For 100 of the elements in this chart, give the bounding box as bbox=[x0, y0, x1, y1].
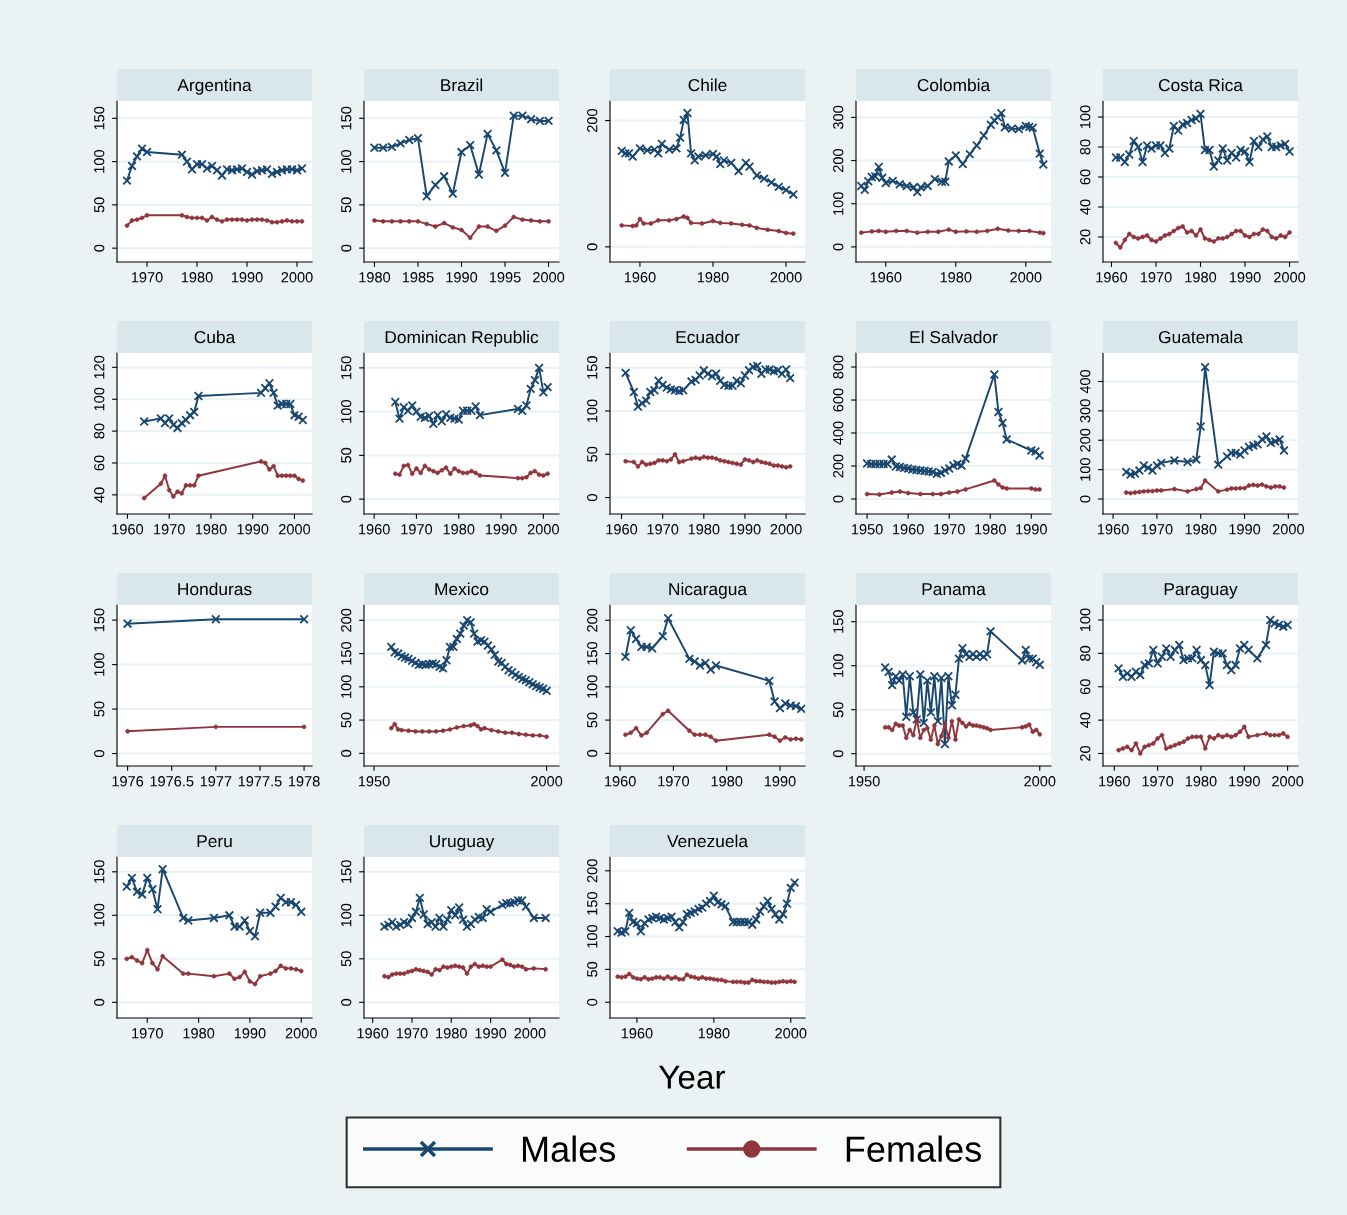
point bbox=[224, 910, 235, 921]
x-tick-label: 1960 bbox=[605, 776, 636, 787]
point bbox=[181, 415, 191, 425]
point bbox=[476, 635, 486, 645]
x-tick-label: 1970 bbox=[154, 524, 185, 535]
point bbox=[530, 375, 540, 385]
point bbox=[1001, 434, 1012, 445]
point bbox=[1244, 157, 1255, 167]
point bbox=[682, 108, 693, 118]
point bbox=[951, 150, 961, 161]
y-tick-label: 100 bbox=[341, 149, 352, 173]
point bbox=[407, 913, 417, 923]
point bbox=[789, 877, 800, 888]
point bbox=[628, 917, 638, 927]
point bbox=[296, 907, 306, 917]
point bbox=[926, 707, 936, 718]
x-tick-label: 1990 bbox=[234, 1028, 266, 1039]
point bbox=[874, 162, 884, 172]
x-tick-label: 2000 bbox=[533, 272, 565, 283]
point bbox=[764, 676, 775, 686]
x-tick-label: 1970 bbox=[132, 1028, 163, 1039]
point bbox=[716, 899, 727, 910]
point bbox=[782, 898, 792, 909]
point bbox=[1125, 469, 1136, 480]
point bbox=[1261, 431, 1272, 442]
x-tick-label: 1990 bbox=[1016, 524, 1047, 535]
x-tick-label: 1960 bbox=[621, 1028, 653, 1039]
x-tick-label: 2000 bbox=[1010, 272, 1042, 283]
point bbox=[507, 667, 517, 677]
y-tick-label: 200 bbox=[587, 108, 598, 132]
x-tick-label: 1980 bbox=[711, 776, 743, 787]
point bbox=[636, 926, 646, 936]
x-tick-label: 1960 bbox=[870, 272, 902, 283]
point bbox=[748, 362, 758, 372]
point bbox=[1191, 645, 1202, 655]
point bbox=[493, 656, 503, 667]
chart-title: Guatemala bbox=[1158, 330, 1243, 344]
y-tick-label: 100 bbox=[1080, 458, 1091, 481]
chart-title: Peru bbox=[197, 835, 232, 848]
point bbox=[744, 365, 754, 376]
y-tick-label: 150 bbox=[94, 860, 105, 883]
point bbox=[1026, 445, 1037, 456]
point bbox=[465, 140, 475, 150]
x-tick-label: 1990 bbox=[729, 524, 761, 535]
y-tick-label: 150 bbox=[833, 610, 844, 633]
y-tick-label: 150 bbox=[341, 106, 352, 130]
point bbox=[458, 914, 468, 925]
x-tick-label: 1970 bbox=[647, 524, 679, 535]
point bbox=[426, 917, 437, 927]
point bbox=[697, 902, 708, 913]
point bbox=[985, 626, 996, 637]
y-tick-label: 300 bbox=[1080, 399, 1091, 423]
x-tick-label: 2000 bbox=[770, 524, 802, 535]
point bbox=[540, 913, 551, 923]
x-tick-label: 2000 bbox=[281, 272, 313, 283]
point bbox=[456, 147, 467, 157]
y-tick-label: 0 bbox=[341, 749, 352, 757]
point bbox=[483, 640, 493, 651]
y-tick-label: 120 bbox=[94, 355, 105, 379]
point bbox=[152, 904, 163, 914]
point bbox=[1147, 465, 1158, 476]
y-tick-label: 150 bbox=[94, 608, 105, 632]
x-tick-label: 1990 bbox=[475, 1028, 507, 1039]
point bbox=[1195, 421, 1206, 432]
point bbox=[629, 387, 639, 397]
point bbox=[177, 149, 187, 160]
point bbox=[534, 363, 544, 373]
point bbox=[185, 410, 195, 420]
point bbox=[157, 864, 168, 874]
y-tick-label: 100 bbox=[341, 903, 352, 927]
x-tick-label: 1977.5 bbox=[238, 776, 282, 787]
point bbox=[415, 893, 425, 903]
y-tick-label: 50 bbox=[587, 446, 598, 462]
y-tick-label: 100 bbox=[587, 924, 598, 948]
y-tick-label: 50 bbox=[341, 712, 352, 728]
point bbox=[122, 175, 132, 186]
y-tick-label: 0 bbox=[587, 998, 598, 1006]
chart-title: Ecuador bbox=[676, 330, 740, 344]
point bbox=[686, 908, 696, 918]
x-tick-label: 1990 bbox=[1229, 272, 1261, 283]
point bbox=[1195, 109, 1206, 119]
point bbox=[986, 120, 996, 130]
point bbox=[245, 926, 255, 936]
x-tick-label: 2000 bbox=[775, 1028, 807, 1039]
point bbox=[679, 115, 689, 125]
y-tick-label: 0 bbox=[341, 244, 352, 252]
chart-title: Venezuela bbox=[667, 834, 749, 848]
point bbox=[957, 643, 968, 653]
y-tick-label: 100 bbox=[1080, 608, 1091, 632]
point bbox=[448, 642, 459, 652]
y-tick-label: 400 bbox=[833, 421, 844, 445]
point bbox=[1139, 660, 1150, 670]
y-tick-label: 0 bbox=[833, 495, 844, 503]
chart-title: Cuba bbox=[194, 330, 236, 344]
x-tick-label: 1990 bbox=[764, 776, 796, 787]
chart-title: Costa Rica bbox=[1158, 78, 1243, 92]
point bbox=[439, 171, 449, 182]
point bbox=[448, 188, 458, 199]
y-tick-label: 0 bbox=[94, 750, 105, 758]
x-tick-label: 1995 bbox=[489, 272, 521, 283]
